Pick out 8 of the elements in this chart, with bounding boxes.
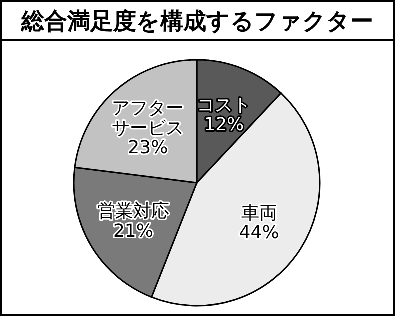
slice-label: 営業対応 — [97, 200, 170, 222]
data-label: 23% — [128, 138, 168, 159]
slice-label: アフターサービス — [112, 98, 184, 139]
slice-label: 車両 — [241, 202, 278, 224]
chart-title: 総合満足度を構成するファクター — [20, 8, 374, 35]
slice-label: コスト — [197, 94, 252, 116]
data-label: 44% — [239, 222, 280, 244]
data-label: 12% — [204, 114, 244, 136]
